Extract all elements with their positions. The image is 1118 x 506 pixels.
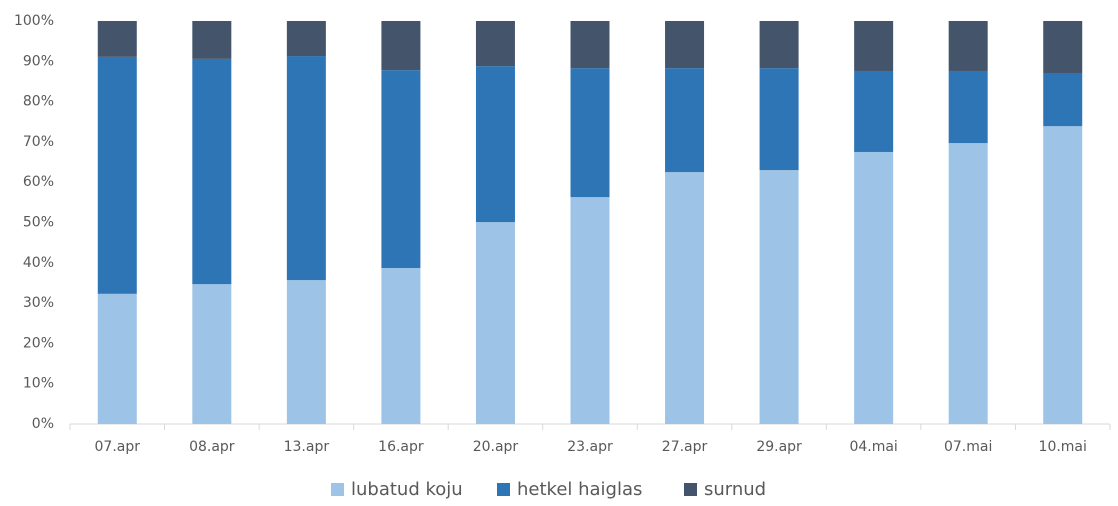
y-tick-label: 30% <box>23 295 54 311</box>
legend-swatch <box>497 483 510 496</box>
bar-segment <box>948 21 988 71</box>
x-tick-label: 08.apr <box>189 439 235 455</box>
bar-segment <box>570 197 610 424</box>
bar-segment <box>948 70 988 144</box>
legend-label: surnud <box>704 479 766 500</box>
y-tick-label: 10% <box>23 376 54 392</box>
bar-segment <box>192 58 232 285</box>
bar-segment <box>854 21 894 71</box>
bar-segment <box>475 66 515 223</box>
bar-segment <box>665 172 705 424</box>
bar-segment <box>286 280 326 424</box>
x-tick-label: 04.mai <box>849 439 897 455</box>
x-tick-label: 20.apr <box>473 439 519 455</box>
bar-segment <box>854 151 894 424</box>
bar-segment <box>948 143 988 424</box>
bar-segment <box>665 21 705 69</box>
x-tick-label: 23.apr <box>567 439 613 455</box>
x-tick-label: 13.apr <box>284 439 330 455</box>
legend-label: hetkel haiglas <box>517 479 642 500</box>
y-tick-label: 20% <box>23 335 54 351</box>
y-tick-label: 100% <box>14 13 54 29</box>
bar-segment <box>192 21 232 59</box>
bar-segment <box>759 68 799 171</box>
bar-segment <box>475 222 515 424</box>
bar-segment <box>1043 126 1083 425</box>
y-tick-label: 80% <box>23 94 54 110</box>
legend-swatch <box>684 483 697 496</box>
legend-label: lubatud koju <box>351 479 463 500</box>
x-tick-label: 07.apr <box>95 439 141 455</box>
bar-segment <box>570 21 610 69</box>
x-tick-label: 27.apr <box>662 439 708 455</box>
y-tick-label: 90% <box>23 53 54 69</box>
x-tick-label: 29.apr <box>756 439 802 455</box>
bar-segment <box>665 68 705 173</box>
x-tick-label: 16.apr <box>378 439 424 455</box>
bar-segment <box>381 70 421 269</box>
bar-segment <box>1043 21 1083 73</box>
y-tick-label: 70% <box>23 134 54 150</box>
bar-segment <box>286 21 326 57</box>
bar-segment <box>854 70 894 152</box>
bar-segment <box>570 68 610 198</box>
bar-segment <box>286 56 326 281</box>
bar-segment <box>97 21 137 57</box>
bar-segment <box>759 170 799 424</box>
y-tick-label: 60% <box>23 174 54 190</box>
bar-segment <box>97 56 137 294</box>
bar-segment <box>381 21 421 71</box>
bar-segment <box>192 284 232 424</box>
legend-swatch <box>331 483 344 496</box>
x-tick-label: 07.mai <box>944 439 992 455</box>
y-tick-label: 50% <box>23 215 54 231</box>
bar-segment <box>759 21 799 69</box>
bar-segment <box>97 293 137 424</box>
bar-segment <box>475 21 515 67</box>
x-tick-label: 10.mai <box>1039 439 1087 455</box>
y-tick-label: 40% <box>23 255 54 271</box>
bar-segment <box>1043 72 1083 127</box>
y-tick-label: 0% <box>32 416 54 432</box>
bar-segment <box>381 268 421 424</box>
